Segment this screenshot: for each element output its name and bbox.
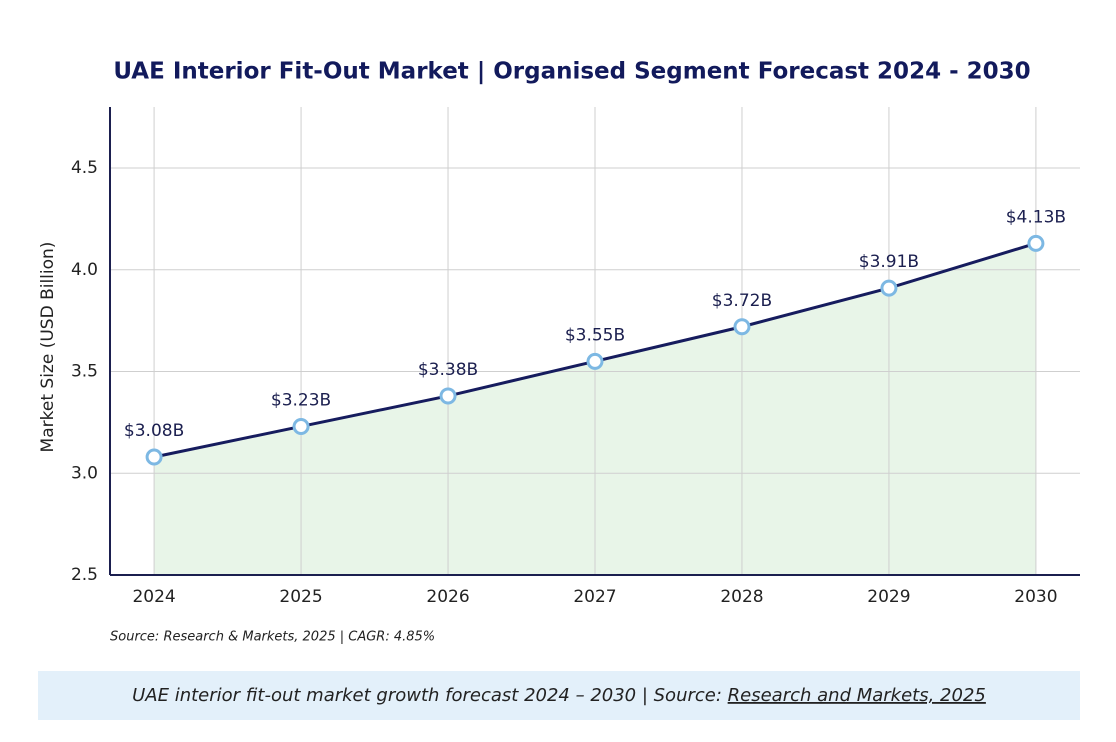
marker bbox=[145, 448, 163, 466]
data-label: $3.91B bbox=[859, 252, 919, 272]
y-tick-label: 2.5 bbox=[71, 565, 98, 585]
marker bbox=[292, 417, 310, 435]
y-tick-label: 3.0 bbox=[71, 463, 98, 483]
marker bbox=[880, 279, 898, 297]
x-tick-label: 2030 bbox=[1014, 587, 1057, 607]
x-tick-label: 2028 bbox=[720, 587, 763, 607]
caption-text: UAE interior fit-out market growth forec… bbox=[132, 685, 728, 706]
x-tick-label: 2029 bbox=[867, 587, 910, 607]
data-label: $3.55B bbox=[565, 325, 625, 345]
chart-title: UAE Interior Fit-Out Market | Organised … bbox=[113, 59, 1030, 85]
x-tick-label: 2025 bbox=[279, 587, 322, 607]
x-tick-label: 2024 bbox=[132, 587, 175, 607]
caption-band bbox=[38, 671, 1080, 720]
data-label: $3.23B bbox=[271, 390, 331, 410]
caption-link[interactable]: Research and Markets, 2025 bbox=[728, 685, 986, 706]
x-tick-label: 2027 bbox=[573, 587, 616, 607]
y-tick-label: 3.5 bbox=[71, 362, 98, 382]
x-tick-label: 2026 bbox=[426, 587, 469, 607]
marker bbox=[733, 318, 751, 336]
y-tick-label: 4.5 bbox=[71, 158, 98, 178]
marker bbox=[586, 352, 604, 370]
data-label: $3.72B bbox=[712, 291, 772, 311]
y-tick-label: 4.0 bbox=[71, 260, 98, 280]
caption: UAE interior fit-out market growth forec… bbox=[132, 685, 986, 706]
data-label: $4.13B bbox=[1006, 207, 1066, 227]
marker bbox=[1027, 234, 1045, 252]
marker bbox=[439, 387, 457, 405]
source-note: Source: Research & Markets, 2025 | CAGR:… bbox=[110, 630, 435, 645]
data-label: $3.08B bbox=[124, 421, 184, 441]
y-axis-label: Market Size (USD Billion) bbox=[38, 242, 58, 453]
data-label: $3.38B bbox=[418, 360, 478, 380]
